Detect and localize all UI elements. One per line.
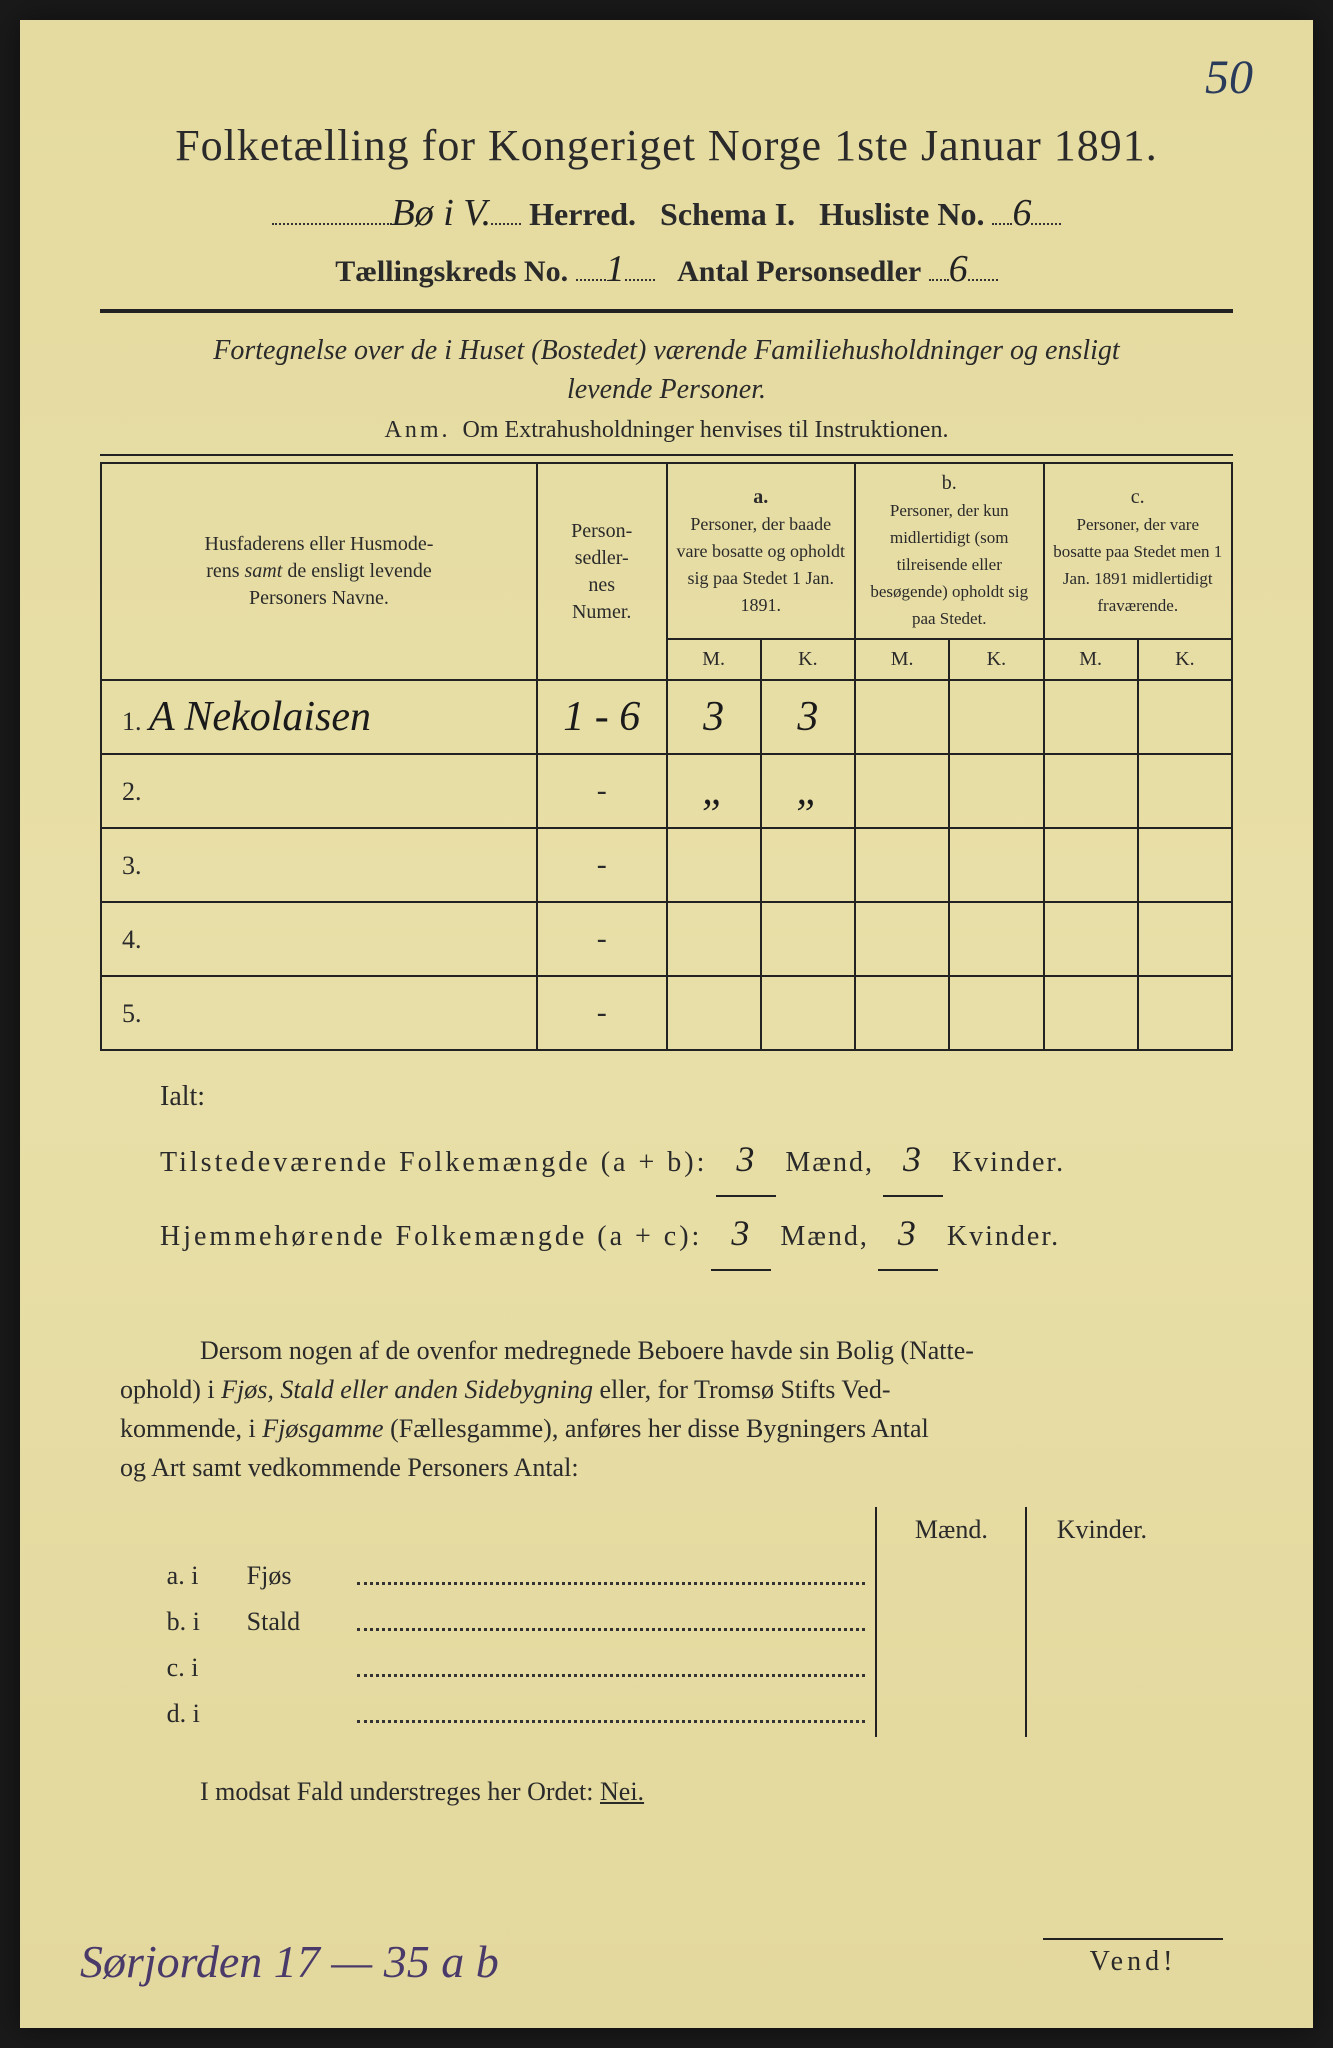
antal-label: Antal Personsedler (677, 255, 921, 288)
hjemme-m: 3 (711, 1197, 771, 1271)
table-row: 2. -„„ (101, 754, 1232, 828)
table-row: 3. - (101, 828, 1232, 902)
row-numer: - (537, 828, 667, 902)
col-a-k: K. (761, 639, 855, 680)
col-b-m: M. (855, 639, 949, 680)
row-c-m (1044, 976, 1138, 1050)
bygning-row: b. iStald (157, 1599, 1177, 1645)
col-b-header: b. Personer, der kun midlertidigt (som t… (855, 463, 1044, 639)
col-a-m: M. (667, 639, 761, 680)
row-b-k (949, 902, 1043, 976)
row-c-m (1044, 828, 1138, 902)
bygning-table: Mænd. Kvinder. a. iFjøsb. iStaldc. id. i (157, 1507, 1177, 1737)
dersom-paragraph: Dersom nogen af de ovenfor medregnede Be… (120, 1331, 1213, 1487)
row-numer: 1 - 6 (537, 680, 667, 754)
row-a-k (761, 976, 855, 1050)
header-row-2: Tællingskreds No. 1 Antal Personsedler 6 (100, 247, 1233, 291)
row-c-k (1138, 902, 1232, 976)
bygning-row: d. i (157, 1691, 1177, 1737)
row-a-m (667, 902, 761, 976)
row-name: 5. (101, 976, 537, 1050)
row-b-m (855, 754, 949, 828)
row-c-m (1044, 680, 1138, 754)
row-c-m (1044, 902, 1138, 976)
row-b-k (949, 828, 1043, 902)
husliste-label: Husliste No. (819, 196, 984, 232)
bottom-handwriting: Sørjorden 17 — 35 a b (80, 1935, 499, 1988)
bygning-row: c. i (157, 1645, 1177, 1691)
row-b-m (855, 976, 949, 1050)
tilstede-m: 3 (716, 1123, 776, 1197)
kreds-no: 1 (606, 248, 625, 290)
modsat-line: I modsat Fald understreges her Ordet: Ne… (200, 1777, 1233, 1807)
tilstede-k: 3 (883, 1123, 943, 1197)
table-row: 5. - (101, 976, 1232, 1050)
table-row: 1. A Nekolaisen1 - 633 (101, 680, 1232, 754)
nei-word: Nei. (600, 1777, 644, 1806)
row-a-k (761, 828, 855, 902)
tilstede-row: Tilstedeværende Folkemængde (a + b): 3 M… (160, 1123, 1233, 1197)
ialt-label: Ialt: (160, 1081, 1233, 1113)
row-b-m (855, 902, 949, 976)
row-name: 1. A Nekolaisen (101, 680, 537, 754)
row-a-k: „ (761, 754, 855, 828)
totals-block: Tilstedeværende Folkemængde (a + b): 3 M… (160, 1123, 1233, 1271)
col-c-header: c. Personer, der vare bosatte paa Stedet… (1044, 463, 1233, 639)
row-numer: - (537, 754, 667, 828)
row-c-m (1044, 754, 1138, 828)
row-c-k (1138, 976, 1232, 1050)
row-name: 3. (101, 828, 537, 902)
row-name: 2. (101, 754, 537, 828)
col-c-m: M. (1044, 639, 1138, 680)
row-b-k (949, 976, 1043, 1050)
header-row-1: Bø i V. Herred. Schema I. Husliste No. 6 (100, 191, 1233, 235)
hjemme-row: Hjemmehørende Folkemængde (a + c): 3 Mæn… (160, 1197, 1233, 1271)
bygning-kvinder-header: Kvinder. (1026, 1507, 1176, 1553)
schema-label: Schema I. (660, 196, 795, 232)
col-numer-header: Person-sedler-nesNumer. (537, 463, 667, 680)
bygning-row: a. iFjøs (157, 1553, 1177, 1599)
herred-handwritten: Bø i V. (392, 192, 492, 234)
row-a-m (667, 828, 761, 902)
antal-no: 6 (949, 248, 968, 290)
row-c-k (1138, 680, 1232, 754)
row-numer: - (537, 976, 667, 1050)
main-title: Folketælling for Kongeriget Norge 1ste J… (100, 120, 1233, 171)
kreds-label: Tællingskreds No. (335, 255, 568, 288)
table-row: 4. - (101, 902, 1232, 976)
row-a-m: 3 (667, 680, 761, 754)
household-table: Husfaderens eller Husmode-rens samt de e… (100, 462, 1233, 1051)
vend-label: Vend! (1043, 1938, 1223, 1978)
divider (100, 454, 1233, 456)
col-b-k: K. (949, 639, 1043, 680)
page-corner-number: 50 (1205, 50, 1253, 105)
row-a-m (667, 976, 761, 1050)
row-numer: - (537, 902, 667, 976)
row-b-k (949, 754, 1043, 828)
herred-label: Herred. (529, 196, 636, 232)
col-a-header: a. Personer, der baade vare bosatte og o… (667, 463, 856, 639)
anm-text: Anm. Om Extrahusholdninger henvises til … (100, 417, 1233, 444)
row-b-k (949, 680, 1043, 754)
row-a-m: „ (667, 754, 761, 828)
col-c-k: K. (1138, 639, 1232, 680)
col-names-header: Husfaderens eller Husmode-rens samt de e… (101, 463, 537, 680)
fortegnelse-text: Fortegnelse over de i Huset (Bostedet) v… (100, 331, 1233, 409)
divider (100, 309, 1233, 313)
row-a-k: 3 (761, 680, 855, 754)
row-c-k (1138, 754, 1232, 828)
row-b-m (855, 828, 949, 902)
husliste-no: 6 (1012, 192, 1031, 234)
row-b-m (855, 680, 949, 754)
row-name: 4. (101, 902, 537, 976)
hjemme-k: 3 (878, 1197, 938, 1271)
row-c-k (1138, 828, 1232, 902)
bygning-maend-header: Mænd. (876, 1507, 1026, 1553)
row-a-k (761, 902, 855, 976)
census-form-page: 50 Folketælling for Kongeriget Norge 1st… (20, 20, 1313, 2028)
